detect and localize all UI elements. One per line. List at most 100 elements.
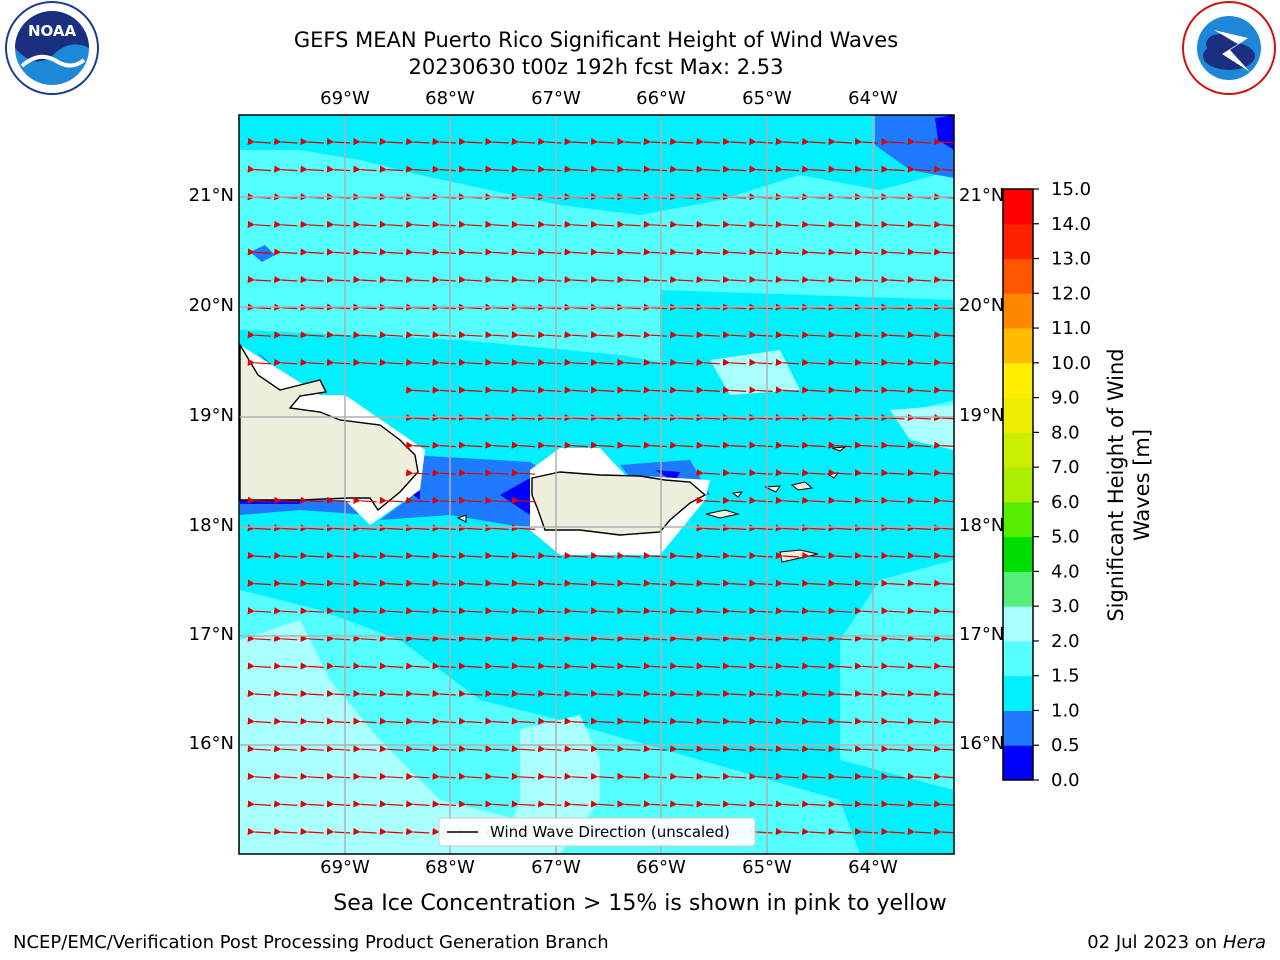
wind-wave-arrow: [749, 220, 773, 228]
wind-wave-arrow: [643, 717, 668, 725]
wind-wave-arrow: [485, 717, 509, 725]
wind-wave-arrow: [353, 331, 377, 339]
wind-wave-arrow: [643, 248, 668, 256]
wind-wave-arrow: [881, 386, 905, 394]
noaa-logo-text: NOAA: [28, 22, 77, 40]
wind-wave-arrow: [300, 137, 324, 146]
wind-wave-arrow: [273, 827, 298, 836]
wind-wave-arrow: [300, 772, 324, 780]
footer-branch: NCEP/EMC/Verification Post Processing Pr…: [13, 932, 609, 953]
wind-wave-arrow: [801, 772, 826, 780]
wind-wave-arrow: [749, 800, 773, 808]
wind-wave-arrow: [801, 717, 826, 725]
wind-wave-arrow: [273, 579, 298, 587]
wind-wave-arrow: [907, 689, 932, 698]
wind-wave-arrow: [326, 634, 351, 642]
longitude-label: 69°W: [320, 857, 370, 878]
colorbar-tick-label: 11.0: [1051, 318, 1091, 339]
wind-wave-arrow: [643, 800, 668, 808]
wind-wave-arrow: [432, 689, 456, 698]
colorbar-segment: [1003, 223, 1033, 260]
wind-wave-arrow: [379, 165, 404, 173]
wind-wave-arrow: [828, 413, 852, 422]
wind-wave-arrow: [696, 275, 720, 284]
wind-wave-arrow: [775, 717, 800, 725]
wind-wave-arrow: [722, 165, 747, 173]
wind-wave-arrow: [511, 358, 536, 366]
wind-wave-arrow: [933, 331, 954, 339]
wind-wave-arrow: [828, 717, 852, 725]
wind-wave-arrow: [300, 496, 324, 504]
wind-wave-arrow: [722, 331, 747, 339]
wind-wave-arrow: [775, 524, 800, 532]
wind-wave-arrow: [828, 469, 852, 477]
wind-wave-arrow: [326, 220, 351, 228]
wind-wave-arrow: [564, 717, 588, 725]
wind-wave-arrow: [511, 331, 536, 339]
wind-wave-arrow: [854, 469, 879, 477]
wind-wave-arrow: [854, 634, 879, 642]
wind-wave-arrow: [854, 303, 879, 311]
wind-wave-arrow: [511, 248, 536, 256]
wind-wave-arrow: [881, 165, 905, 173]
wind-wave-arrow: [405, 165, 430, 173]
wind-wave-arrow: [432, 496, 456, 504]
wind-wave-arrow: [801, 248, 826, 256]
wind-wave-arrow: [854, 524, 879, 532]
wind-wave-arrow: [300, 165, 324, 173]
wind-wave-arrow: [881, 689, 905, 698]
wind-wave-arrow: [300, 662, 324, 670]
colorbar-tick-label: 7.0: [1051, 457, 1080, 478]
wind-wave-arrow: [353, 717, 377, 725]
wind-wave-arrow: [933, 469, 954, 477]
wind-wave-arrow: [722, 413, 747, 422]
wind-wave-arrow: [485, 772, 509, 780]
wind-wave-arrow: [537, 386, 562, 394]
latitude-label: 20°N: [959, 295, 1003, 316]
wind-wave-arrow: [722, 524, 747, 532]
wind-wave-arrow: [881, 772, 905, 780]
wind-wave-arrow: [854, 331, 879, 339]
wind-wave-arrow: [405, 717, 430, 725]
wind-wave-arrow: [590, 248, 615, 256]
wind-wave-arrow: [564, 413, 588, 422]
wind-wave-arrow: [749, 413, 773, 422]
wind-wave-arrow: [511, 303, 536, 311]
wind-wave-arrow: [379, 827, 404, 836]
wind-wave-arrow: [749, 303, 773, 311]
wind-wave-arrow: [590, 275, 615, 284]
wind-wave-arrow: [485, 275, 509, 284]
wind-wave-arrow: [379, 303, 404, 311]
wind-wave-arrow: [564, 745, 588, 753]
wind-wave-arrow: [405, 662, 430, 670]
wind-wave-arrow: [907, 827, 932, 836]
wind-wave-arrow: [247, 137, 272, 146]
wind-wave-arrow: [353, 800, 377, 808]
longitude-label: 65°W: [742, 88, 792, 109]
wind-wave-arrow: [801, 137, 826, 146]
wind-wave-arrow: [801, 800, 826, 808]
wind-wave-arrow: [300, 331, 324, 339]
wind-wave-arrow: [775, 137, 800, 146]
wind-wave-arrow: [353, 689, 377, 698]
colorbar-tick-label: 10.0: [1051, 353, 1091, 374]
wind-wave-arrow: [828, 358, 852, 366]
wind-wave-arrow: [643, 386, 668, 394]
wind-wave-arrow: [405, 413, 430, 422]
wind-wave-arrow: [643, 441, 668, 449]
colorbar-segment: [1003, 745, 1033, 781]
wind-wave-arrow: [379, 745, 404, 753]
wind-wave-arrow: [247, 634, 272, 642]
wind-wave-arrow: [696, 331, 720, 339]
wind-wave-arrow: [353, 220, 377, 228]
wind-wave-arrow: [881, 800, 905, 808]
longitude-label: 68°W: [425, 88, 475, 109]
chart-subtitle: 20230630 t00z 192h fcst Max: 2.53: [408, 55, 784, 79]
wind-wave-arrow: [749, 745, 773, 753]
wind-wave-arrow: [564, 137, 588, 146]
wind-wave-arrow: [273, 358, 298, 366]
wind-wave-arrow: [273, 331, 298, 339]
wind-wave-arrow: [353, 551, 377, 560]
wind-wave-arrow: [828, 248, 852, 256]
wind-wave-arrow: [537, 607, 562, 615]
